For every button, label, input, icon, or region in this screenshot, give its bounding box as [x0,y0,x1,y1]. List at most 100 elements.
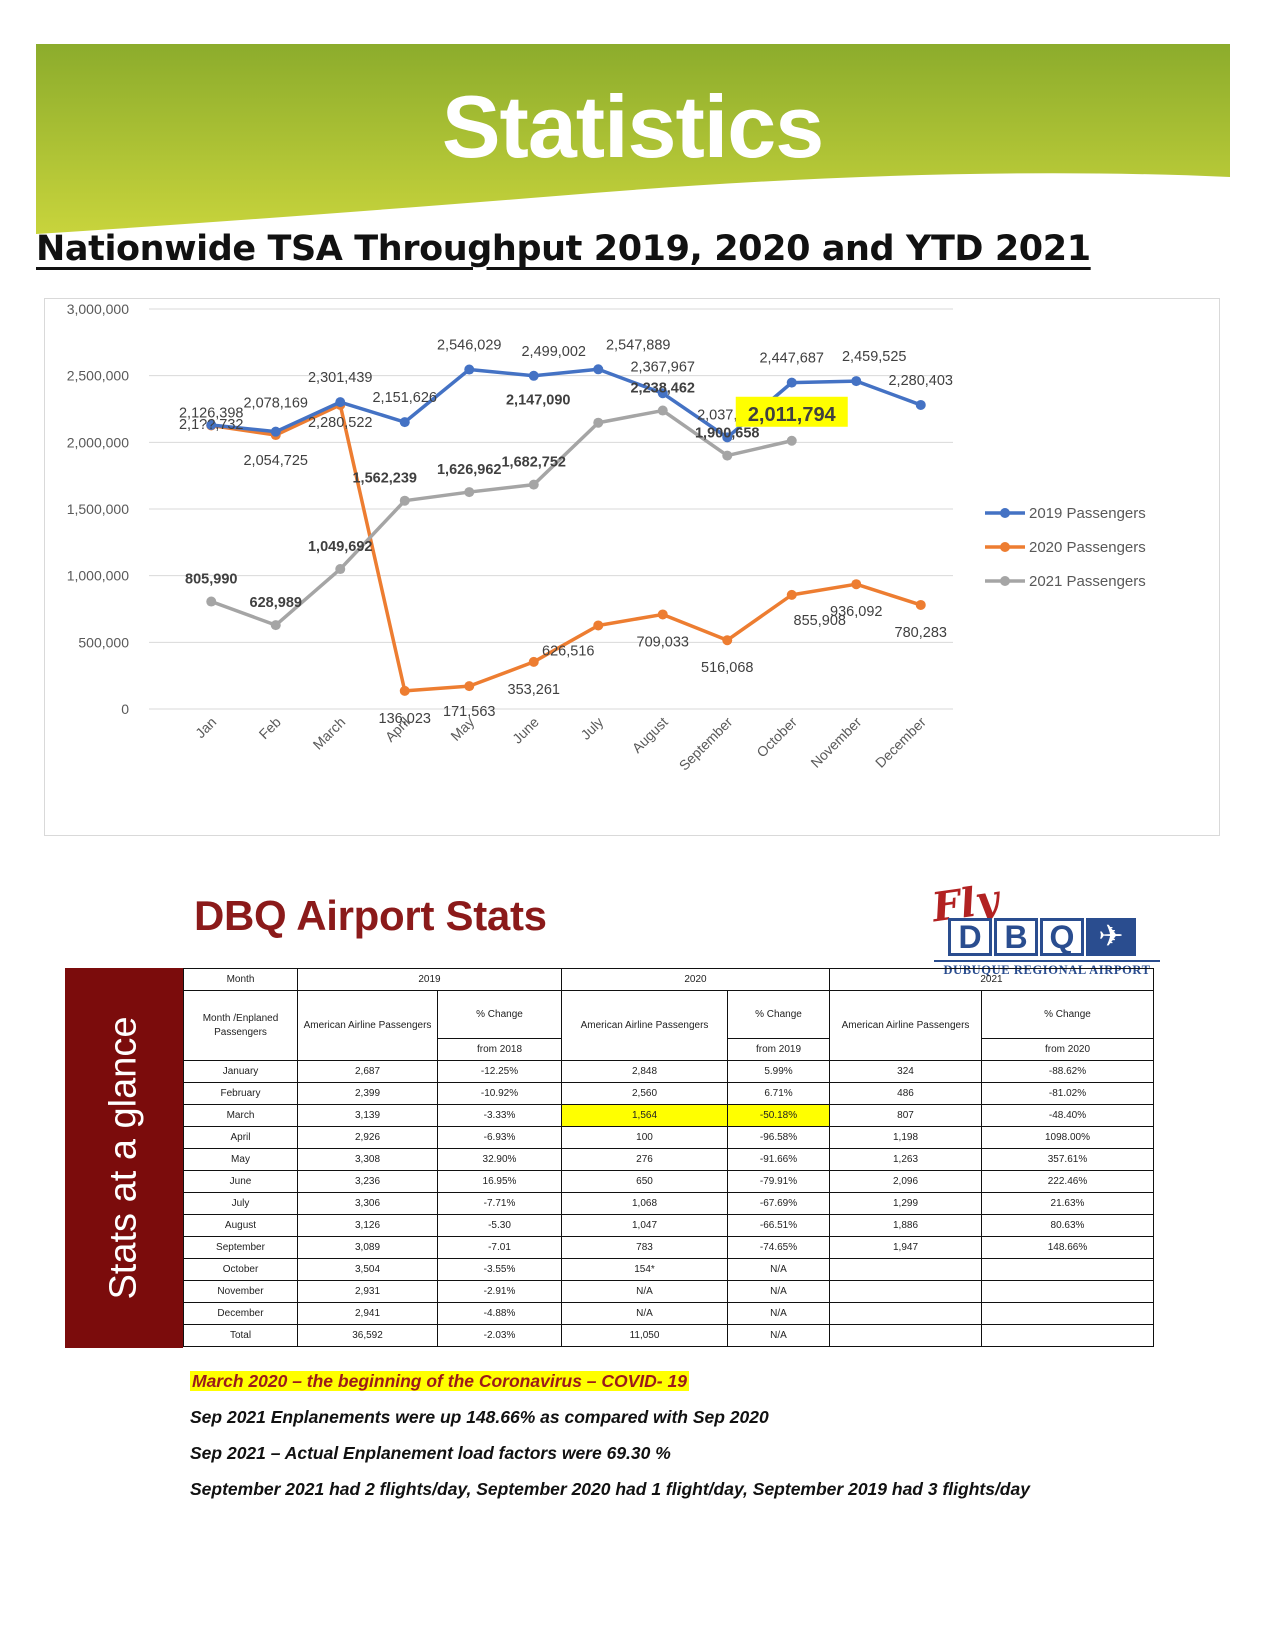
cell-pct-2021: -81.02% [981,1082,1154,1105]
cell-pct-2021: 148.66% [981,1236,1154,1259]
legend-marker-1 [1000,542,1010,552]
cell-aa-2021: 807 [829,1104,982,1127]
cell-aa-2019: 3,139 [297,1104,438,1127]
data-point [915,399,926,410]
data-label: 2,238,462 [630,381,695,397]
data-label: 2,037, [697,407,737,423]
cell-aa-2021: 486 [829,1082,982,1105]
stats-at-a-glance-panel: Stats at a glance [65,968,183,1348]
chart-heading: Nationwide TSA Throughput 2019, 2020 and… [36,229,1091,269]
note-covid-text: March 2020 – the beginning of the Corona… [190,1371,689,1391]
cell-month: March [183,1104,298,1127]
data-point [528,479,539,490]
table-row: November 2,931 -2.91% N/A N/A [183,1280,1154,1303]
cell-aa-2020: 276 [561,1148,728,1171]
x-tick-label: Feb [255,714,284,743]
table-row: March 3,139 -3.33% 1,564 -50.18% 807 -48.40% [183,1104,1154,1127]
data-point [399,417,410,428]
cell-pct-2020: -50.18% [727,1104,830,1127]
data-point [851,579,862,590]
cell-aa-2020: N/A [561,1280,728,1303]
cell-pct-2020: -79.91% [727,1170,830,1193]
cell-pct-2020: -91.66% [727,1148,830,1171]
notes-section: March 2020 – the beginning of the Corona… [190,1370,1230,1514]
data-point [915,599,926,610]
cell-aa-2019: 2,399 [297,1082,438,1105]
subheader-month-enplaned: Month /Enplaned Passengers [183,990,298,1061]
data-point [593,620,604,631]
data-label: 2,280,403 [888,373,953,389]
tsa-chart-svg: 3,000,000 2,500,000 2,000,000 1,500,000 1,00… [67,301,1146,774]
data-point [786,377,797,388]
statistics-banner [36,44,1230,234]
logo-letter-boxes: D B Q ✈ [948,918,1136,956]
data-label: 2,054,725 [243,453,308,469]
data-point [335,564,346,575]
note-enplanements: Sep 2021 Enplanements were up 148.66% as… [190,1407,769,1427]
subheader-pct-2019: % Change [437,990,562,1039]
y-tick-label: 0 [121,701,129,717]
cell-aa-2020: 1,047 [561,1214,728,1237]
y-tick-label: 3,000,000 [67,301,129,317]
cell-pct-2020: -96.58% [727,1126,830,1149]
header-month: Month [183,968,298,991]
data-label: 2,280,522 [308,415,373,431]
cell-pct-2019: -7.01 [437,1236,562,1259]
cell-aa-2021: 1,263 [829,1148,982,1171]
cell-pct-2019: -6.93% [437,1126,562,1149]
data-point [786,589,797,600]
cell-pct-2020: 6.71% [727,1082,830,1105]
data-point [657,388,668,399]
cell-aa-2019: 2,941 [297,1302,438,1325]
table-row: August 3,126 -5.30 1,047 -66.51% 1,886 80.63% [183,1214,1154,1237]
subheader-from-2020: from 2020 [981,1038,1154,1061]
table-row: April 2,926 -6.93% 100 -96.58% 1,198 1098.00% [183,1126,1154,1149]
cell-aa-2020: N/A [561,1302,728,1325]
table-subheader-row: Month /Enplaned Passengers American Airl… [183,990,1154,1061]
cell-pct-2021 [981,1280,1154,1303]
cell-pct-2020: N/A [727,1258,830,1281]
cell-pct-2019: -4.88% [437,1302,562,1325]
cell-month: May [183,1148,298,1171]
data-label: 2,151,626 [372,390,437,406]
data-label: 1,900,658 [695,426,760,442]
y-tick-label: 1,500,000 [67,501,129,517]
note-flights-per-day: September 2021 had 2 flights/day, Septem… [190,1479,1030,1499]
x-tick-label: November [807,714,864,771]
cell-pct-2020: N/A [727,1324,830,1347]
cell-month: November [183,1280,298,1303]
x-tick-label: June [509,714,542,747]
data-label: 1,562,239 [352,471,417,487]
cell-pct-2021 [981,1324,1154,1347]
data-point [399,685,410,696]
cell-pct-2020: -66.51% [727,1214,830,1237]
subheader-from-2019: from 2019 [727,1038,830,1061]
cell-pct-2019: -10.92% [437,1082,562,1105]
cell-month: August [183,1214,298,1237]
cell-month: December [183,1302,298,1325]
data-label: 2,447,687 [759,351,824,367]
cell-pct-2020: -74.65% [727,1236,830,1259]
cell-pct-2020: -67.69% [727,1192,830,1215]
cell-aa-2021: 1,299 [829,1192,982,1215]
data-label: 2,499,002 [521,344,586,360]
data-point [528,370,539,381]
cell-pct-2021: 222.46% [981,1170,1154,1193]
cell-pct-2020: N/A [727,1302,830,1325]
subheader-pct-2020: % Change [727,990,830,1039]
data-point [657,405,668,416]
data-label: 2,547,889 [606,337,671,353]
data-point [399,495,410,506]
cell-aa-2019: 3,089 [297,1236,438,1259]
data-point [464,681,475,692]
data-point [722,450,733,461]
logo-letter-q: Q [1040,918,1084,956]
y-tick-label: 1,000,000 [67,568,129,584]
data-point [851,376,862,387]
cell-pct-2019: -5.30 [437,1214,562,1237]
y-tick-label: 500,000 [78,634,129,650]
data-point [593,417,604,428]
cell-aa-2019: 3,236 [297,1170,438,1193]
data-label: 2,301,439 [308,370,373,386]
cell-pct-2021: 21.63% [981,1192,1154,1215]
